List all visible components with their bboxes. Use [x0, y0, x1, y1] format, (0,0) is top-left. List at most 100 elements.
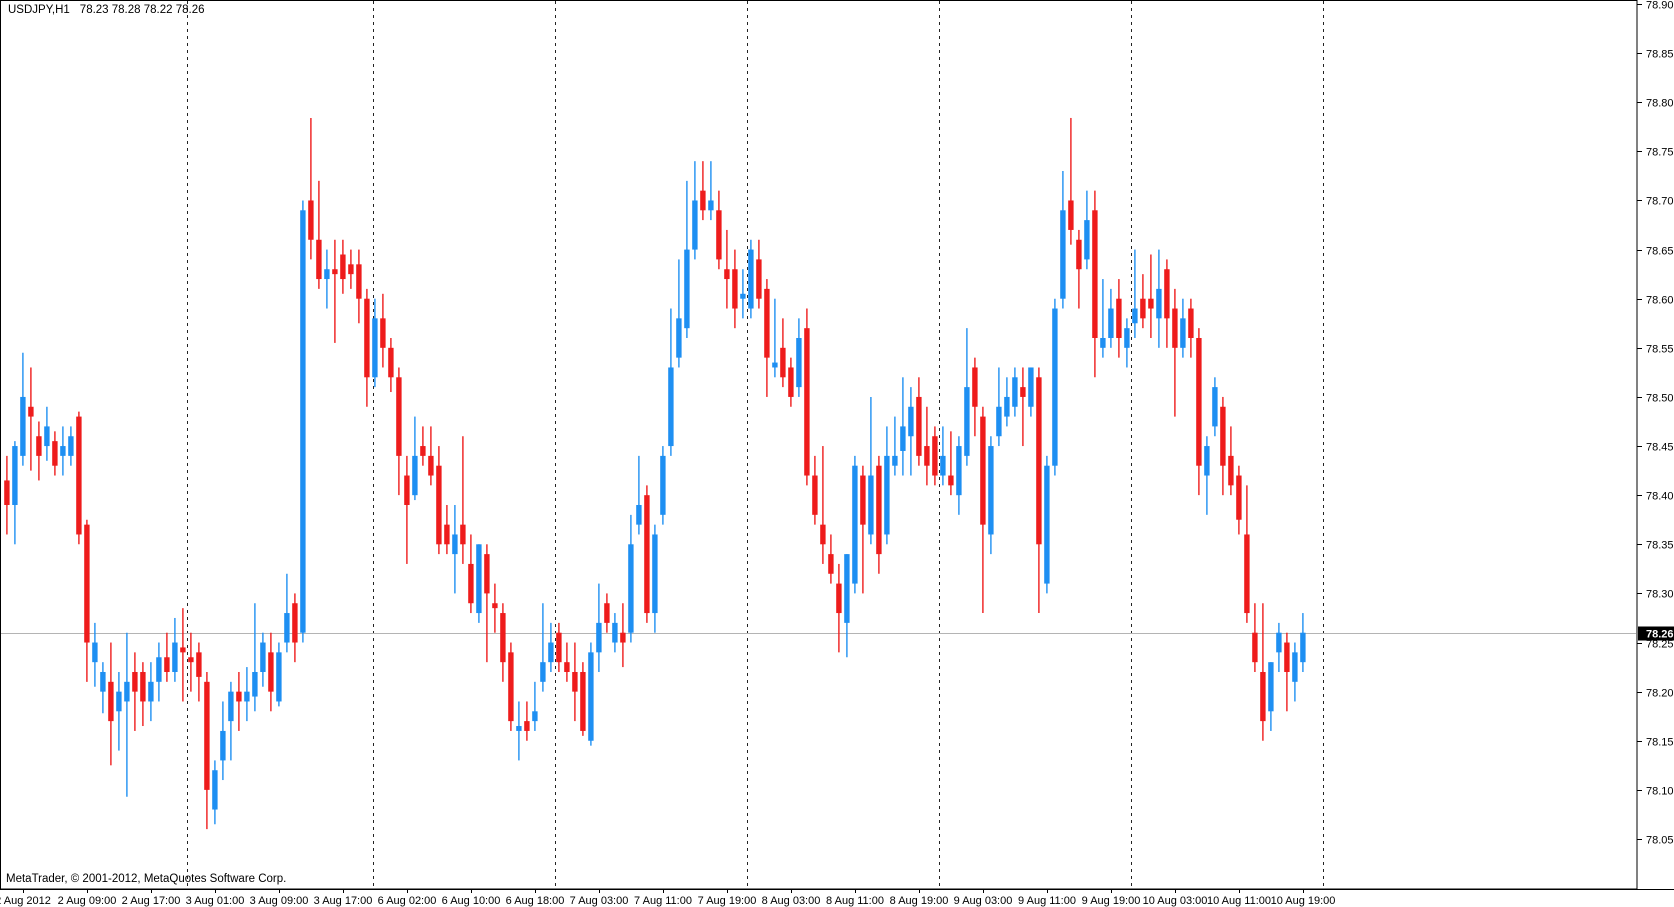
candle-body[interactable] [212, 770, 218, 810]
candle-body[interactable] [540, 662, 546, 682]
candle-body[interactable] [1060, 210, 1066, 299]
candle-body[interactable] [460, 524, 466, 545]
candle-body[interactable] [572, 671, 578, 692]
candle-body[interactable] [292, 603, 298, 643]
candle-body[interactable] [892, 455, 898, 466]
candle-body[interactable] [252, 671, 258, 697]
candle-body[interactable] [1100, 337, 1106, 348]
candle-body[interactable] [828, 554, 834, 574]
candle-body[interactable] [492, 603, 498, 609]
candle-body[interactable] [1108, 308, 1114, 338]
candle-body[interactable] [900, 426, 906, 451]
candle-body[interactable] [1036, 377, 1042, 545]
candle-body[interactable] [508, 652, 514, 722]
candle-body[interactable] [396, 377, 402, 456]
candle-body[interactable] [524, 721, 530, 731]
candle-body[interactable] [1004, 396, 1010, 417]
candle-body[interactable] [948, 475, 954, 486]
candle-body[interactable] [1052, 308, 1058, 466]
candle-body[interactable] [684, 249, 690, 329]
candle-body[interactable] [284, 613, 290, 643]
candle-body[interactable] [164, 657, 170, 672]
candle-body[interactable] [1124, 328, 1130, 348]
candle-body[interactable] [580, 671, 586, 731]
candle-body[interactable] [444, 524, 450, 545]
candle-body[interactable] [1220, 406, 1226, 466]
candle-body[interactable] [964, 387, 970, 456]
candle-body[interactable] [1012, 377, 1018, 407]
candle-body[interactable] [908, 406, 914, 437]
candle-body[interactable] [1212, 387, 1218, 427]
candle-body[interactable] [244, 691, 250, 702]
candle-body[interactable] [1116, 298, 1122, 338]
candle-body[interactable] [844, 554, 850, 623]
candle-body[interactable] [772, 362, 778, 368]
candle-body[interactable] [348, 264, 354, 275]
candle-body[interactable] [204, 681, 210, 790]
candle-body[interactable] [188, 657, 194, 663]
candle-body[interactable] [884, 455, 890, 535]
candle-body[interactable] [612, 622, 618, 643]
candle-body[interactable] [476, 544, 482, 614]
candle-body[interactable] [412, 455, 418, 496]
candle-body[interactable] [308, 200, 314, 240]
candle-body[interactable] [316, 239, 322, 280]
candle-body[interactable] [388, 347, 394, 378]
candle-body[interactable] [700, 190, 706, 211]
candle-body[interactable] [740, 293, 746, 299]
candle-body[interactable] [324, 269, 330, 280]
candle-body[interactable] [1044, 465, 1050, 584]
candle-body[interactable] [764, 288, 770, 358]
candle-body[interactable] [132, 671, 138, 692]
candle-body[interactable] [788, 367, 794, 397]
candle-body[interactable] [980, 416, 986, 525]
candle-body[interactable] [452, 534, 458, 555]
candle-body[interactable] [1180, 318, 1186, 348]
candle-body[interactable] [932, 436, 938, 476]
candle-body[interactable] [1084, 220, 1090, 260]
candle-body[interactable] [1236, 475, 1242, 520]
candle-body[interactable] [220, 730, 226, 761]
candle-body[interactable] [972, 367, 978, 407]
candle-body[interactable] [1140, 298, 1146, 319]
candle-body[interactable] [804, 328, 810, 476]
candle-body[interactable] [820, 524, 826, 545]
candle-body[interactable] [356, 264, 362, 299]
candle-body[interactable] [116, 691, 122, 712]
candle-body[interactable] [652, 534, 658, 614]
candle-body[interactable] [724, 269, 730, 280]
candle-body[interactable] [668, 367, 674, 447]
candle-body[interactable] [988, 446, 994, 535]
candle-body[interactable] [1148, 298, 1154, 309]
candle-body[interactable] [836, 583, 842, 614]
candle-body[interactable] [100, 671, 106, 692]
candle-body[interactable] [708, 200, 714, 211]
candle-body[interactable] [1252, 632, 1258, 663]
candle-body[interactable] [404, 475, 410, 505]
candle-body[interactable] [532, 711, 538, 722]
candle-body[interactable] [1260, 671, 1266, 722]
candle-body[interactable] [196, 652, 202, 677]
candle-body[interactable] [588, 652, 594, 741]
candle-body[interactable] [420, 446, 426, 456]
candle-body[interactable] [380, 318, 386, 348]
candle-body[interactable] [1276, 632, 1282, 653]
candle-body[interactable] [916, 396, 922, 456]
candle-body[interactable] [268, 652, 274, 692]
candle-body[interactable] [172, 642, 178, 672]
candle-body[interactable] [628, 544, 634, 633]
candle-body[interactable] [1204, 446, 1210, 476]
candle-body[interactable] [796, 337, 802, 388]
candle-body[interactable] [1292, 652, 1298, 682]
candle-body[interactable] [340, 254, 346, 280]
candle-body[interactable] [1268, 662, 1274, 712]
candle-body[interactable] [940, 455, 946, 476]
candle-body[interactable] [516, 726, 522, 731]
candle-body[interactable] [1164, 269, 1170, 319]
candle-body[interactable] [84, 524, 90, 643]
candle-body[interactable] [644, 495, 650, 614]
candle-body[interactable] [852, 465, 858, 584]
candle-body[interactable] [500, 613, 506, 663]
candle-body[interactable] [228, 691, 234, 722]
candle-body[interactable] [604, 603, 610, 623]
